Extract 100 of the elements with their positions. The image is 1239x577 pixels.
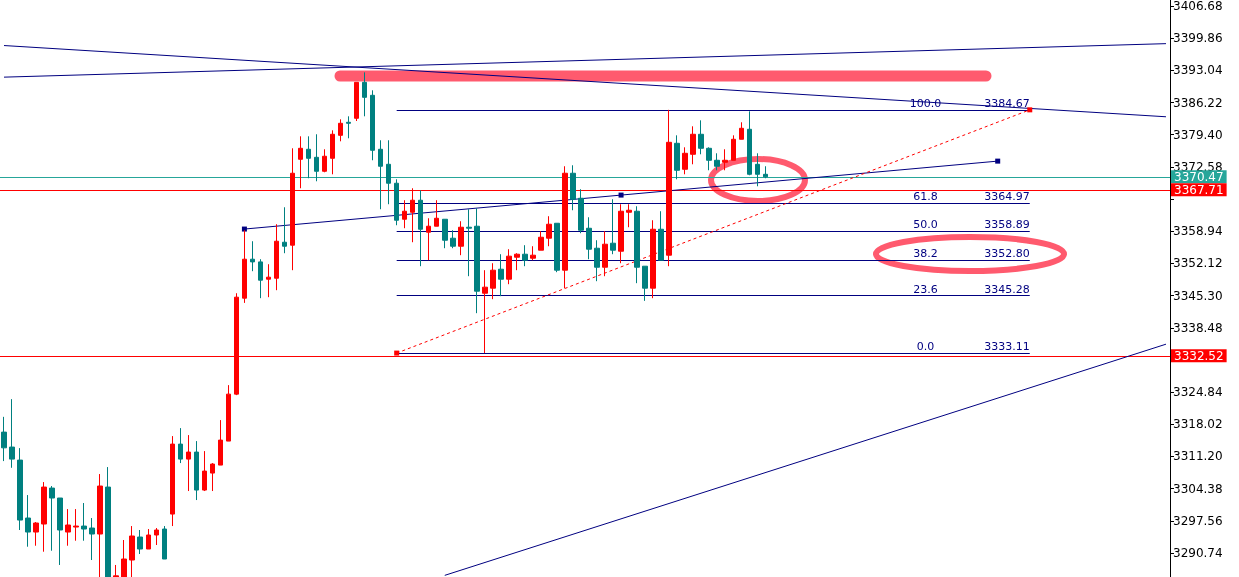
- candlestick: [394, 178, 399, 226]
- y-tick-label: 3324.84: [1173, 385, 1223, 400]
- annotation: 38.2: [913, 247, 938, 261]
- candlestick: [178, 427, 183, 464]
- point: [394, 350, 400, 356]
- candlestick: [330, 129, 335, 175]
- candlestick: [418, 189, 423, 267]
- candlestick: [194, 440, 199, 501]
- candlestick: [586, 216, 592, 260]
- candlestick: [658, 210, 664, 261]
- candlestick: [250, 240, 255, 272]
- candlestick: [266, 263, 271, 298]
- candlestick: [386, 139, 391, 205]
- candlestick: [747, 110, 752, 176]
- candlestick: [434, 199, 439, 227]
- ref-line-label: 3364.97: [984, 189, 1030, 203]
- candlestick: [17, 447, 23, 531]
- candlestick: [146, 528, 151, 550]
- candlestick: [137, 529, 143, 555]
- y-tick-label: 3297.56: [1173, 513, 1223, 528]
- candlestick: [602, 230, 608, 277]
- candlestick: [554, 222, 560, 273]
- candlestick: [370, 89, 375, 161]
- candlestick: [546, 215, 552, 247]
- candlestick: [226, 384, 231, 442]
- ref-line-label: 3345.28: [984, 282, 1030, 296]
- candlestick: [755, 152, 760, 187]
- candlestick: [474, 207, 480, 314]
- candlestick: [522, 244, 528, 267]
- candlestick: [626, 203, 632, 228]
- candlestick: [314, 133, 319, 182]
- candlestick: [362, 71, 367, 117]
- y-tick-label: 3406.68: [1173, 0, 1223, 13]
- candlestick: [698, 119, 704, 155]
- point: [241, 226, 247, 232]
- point: [1027, 107, 1033, 113]
- candlestick: [690, 125, 696, 165]
- candlestick: [354, 81, 359, 122]
- candlestick: [498, 253, 504, 297]
- candlestick: [274, 223, 279, 291]
- candlestick: [642, 265, 648, 302]
- y-tick-label: 3399.86: [1173, 31, 1223, 46]
- candlestick: [706, 146, 712, 171]
- candlestick: [378, 139, 383, 210]
- annotation: 0.0: [916, 340, 935, 354]
- y-tick-label: 3358.94: [1173, 224, 1223, 239]
- candlestick: [739, 121, 744, 140]
- candlestick: [674, 134, 680, 180]
- candlestick: [154, 527, 159, 546]
- candlestick: [89, 517, 95, 561]
- candlestick: [570, 164, 576, 211]
- ref-line-label: 3367.71: [1174, 182, 1224, 197]
- candlestick: [242, 229, 247, 304]
- candlestick: [650, 219, 656, 299]
- candlestick: [1, 416, 7, 462]
- candlestick: [426, 217, 431, 261]
- candlestick: [610, 198, 616, 255]
- candlestick: [306, 135, 311, 179]
- candlestick: [714, 152, 720, 171]
- candlestick: [9, 398, 15, 469]
- candlestick: [81, 502, 87, 542]
- candlestick: [722, 148, 728, 171]
- candlestick: [170, 435, 175, 527]
- candlestick: [65, 508, 71, 547]
- y-tick-label: 3379.40: [1173, 127, 1223, 142]
- candlestick: [594, 239, 600, 282]
- candlestick: [162, 525, 167, 560]
- candlestick: [578, 188, 584, 234]
- candlestick: [538, 230, 544, 251]
- y-tick-label: 3290.74: [1173, 545, 1223, 560]
- candlestick: [682, 146, 688, 175]
- point: [618, 192, 624, 198]
- candlestick: [129, 525, 135, 577]
- candlestick: [346, 115, 351, 139]
- candlestick: [402, 199, 407, 229]
- ref-line-label: 3384.67: [984, 96, 1030, 110]
- candlestick: [322, 148, 327, 173]
- candlestick: [450, 229, 456, 249]
- candlestick: [514, 252, 520, 271]
- point: [995, 158, 1001, 164]
- ref-line-label: 3333.11: [984, 340, 1030, 354]
- y-tick-label: 3393.04: [1173, 63, 1223, 78]
- candlestick: [298, 135, 303, 189]
- candlestick: [763, 165, 768, 179]
- candlestick: [458, 220, 464, 256]
- ref-line-label: 3358.89: [984, 218, 1030, 232]
- candlestick: [113, 564, 119, 577]
- y-tick-label: 3304.38: [1173, 481, 1223, 496]
- ref-line-label: 3352.80: [984, 247, 1030, 261]
- candlestick: [186, 434, 191, 492]
- ref-line-label: 3332.52: [1174, 348, 1224, 363]
- candlestick: [25, 494, 31, 548]
- candlestick: [97, 473, 103, 577]
- candlestick: [442, 218, 448, 249]
- y-tick-label: 3318.02: [1173, 417, 1223, 432]
- candlestick: [530, 245, 536, 261]
- candlestick: [202, 450, 207, 492]
- candlestick: [731, 134, 736, 161]
- candlestick: [33, 521, 39, 547]
- y-tick-label: 3352.12: [1173, 256, 1223, 271]
